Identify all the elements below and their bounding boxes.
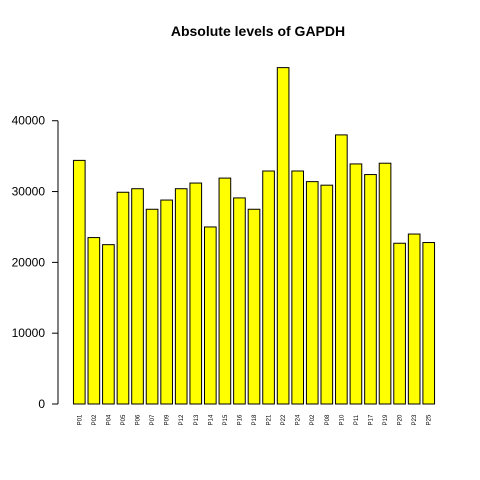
x-tick-label: P19 — [383, 414, 389, 425]
x-tick-label: P16 — [237, 414, 243, 425]
x-tick-label: P12 — [179, 414, 185, 425]
bar-p02-16 — [305, 181, 319, 405]
x-tick-label: P06 — [136, 414, 142, 425]
x-tick-label: P15 — [223, 414, 229, 425]
bar-p16-11 — [233, 197, 246, 405]
bar-p02-1 — [87, 237, 101, 405]
bar-p17-20 — [364, 174, 377, 405]
bar-p09-6 — [160, 199, 173, 405]
x-tick-label: P07 — [150, 414, 156, 425]
x-tick-label: P02 — [92, 414, 98, 425]
bar-p05-3 — [116, 191, 130, 405]
bar-p10-18 — [335, 134, 348, 405]
bar-p06-4 — [131, 188, 144, 405]
x-tick-label: P20 — [398, 414, 404, 425]
x-tick-label: P04 — [106, 414, 112, 425]
x-tick-label: P22 — [281, 414, 287, 425]
bar-p19-21 — [378, 162, 392, 405]
bar-p20-22 — [393, 242, 406, 405]
bars-group — [72, 67, 436, 405]
x-tick-label: P08 — [325, 414, 331, 425]
x-tick-label: P01 — [77, 414, 83, 425]
bar-p18-12 — [247, 208, 261, 405]
bar-p22-14 — [276, 67, 290, 405]
x-tick-label: P23 — [412, 414, 418, 425]
bar-p15-10 — [218, 177, 232, 405]
x-tick-label: P17 — [368, 414, 374, 425]
bar-p04-2 — [102, 244, 115, 405]
x-tick-label: P24 — [296, 414, 302, 425]
x-tick-label: P09 — [165, 414, 171, 425]
bar-p24-15 — [291, 170, 305, 405]
chart-title: Absolute levels of GAPDH — [171, 23, 345, 39]
bar-p07-5 — [145, 208, 159, 405]
x-tick-label: P11 — [354, 414, 360, 425]
y-tick-label: 20000 — [12, 255, 46, 269]
bar-p08-17 — [320, 184, 334, 405]
bar-p01-0 — [72, 159, 86, 405]
y-tick-label: 40000 — [12, 114, 46, 128]
bar-p21-13 — [262, 170, 275, 405]
x-tick-labels: P01 P02 P04 P05 P06 P07 P09 P12 P13 P14 P15 P16 P18 P… — [77, 414, 432, 425]
x-tick-label: P18 — [252, 414, 258, 425]
bar-p14-9 — [204, 226, 217, 405]
x-tick-label: P13 — [194, 414, 200, 425]
x-tick-label: P14 — [208, 414, 214, 425]
x-tick-label: P05 — [121, 414, 127, 425]
y-tick-label: 10000 — [12, 326, 46, 340]
y-tick-label: 0 — [38, 397, 45, 411]
bar-p13-8 — [189, 182, 203, 405]
y-axis: 0 10000 20000 30000 40000 — [12, 114, 59, 411]
bar-p12-7 — [174, 188, 188, 405]
bar-p23-23 — [407, 233, 421, 405]
bar-p11-19 — [349, 163, 363, 405]
x-tick-label: P10 — [339, 414, 345, 425]
x-tick-label: P02 — [310, 414, 316, 425]
y-tick-label: 30000 — [12, 185, 46, 199]
x-tick-label: P25 — [427, 414, 433, 425]
bar-p25-24 — [422, 242, 436, 405]
x-tick-label: P21 — [267, 414, 273, 425]
